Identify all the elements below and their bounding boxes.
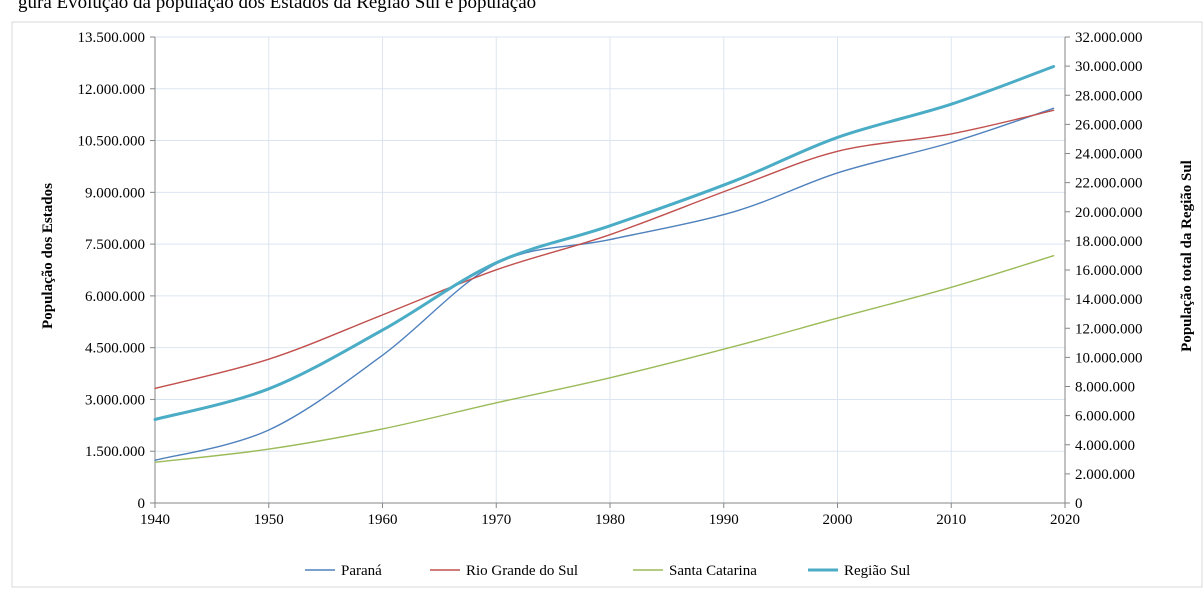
y-axis-ticks: 0 1.500.000 3.000.000 4.500.000 6.000.000 7.5… (78, 30, 146, 512)
x-tick-label: 1980 (595, 512, 625, 528)
y2-axis-label: População total da Região Sul (1179, 160, 1195, 352)
x-tick-label: 2000 (823, 512, 853, 528)
series-line-santa-catarina (154, 255, 1055, 463)
y-tick-label: 0 (138, 496, 146, 512)
series-line-parana (154, 107, 1055, 461)
y-axis-label: População dos Estados (40, 183, 56, 329)
axes (150, 36, 1070, 508)
y2-tick-label: 20.000.000 (1075, 205, 1143, 221)
y2-tick-label: 12.000.000 (1075, 321, 1143, 337)
x-tick-label: 1970 (481, 512, 511, 528)
y2-tick-label: 22.000.000 (1075, 176, 1143, 192)
y2-axis-ticks: 0 2.000.000 4.000.000 6.000.000 8.000.000 10.… (1075, 30, 1143, 512)
legend-label-parana: Paraná (341, 563, 382, 579)
gridlines (154, 36, 1066, 504)
series-line-regiao-sul (153, 65, 1056, 421)
legend-label-regiao-sul: Região Sul (844, 563, 910, 579)
y2-tick-label: 6.000.000 (1075, 409, 1135, 425)
series-line-rio-grande-do-sul (154, 109, 1055, 390)
series-lines (153, 65, 1056, 463)
y-tick-label: 7.500.000 (85, 237, 145, 253)
legend-label-rio-grande-do-sul: Rio Grande do Sul (466, 563, 578, 579)
y2-tick-label: 18.000.000 (1075, 234, 1143, 250)
legend-label-santa-catarina: Santa Catarina (669, 563, 757, 579)
y2-tick-label: 26.000.000 (1075, 117, 1143, 133)
y2-tick-label: 10.000.000 (1075, 350, 1143, 366)
x-tick-label: 1940 (140, 512, 170, 528)
y2-tick-label: 32.000.000 (1075, 30, 1143, 46)
figure-caption: gura Evolução da população dos Estados d… (18, 0, 536, 13)
y2-tick-label: 14.000.000 (1075, 292, 1143, 308)
y2-tick-label: 24.000.000 (1075, 147, 1143, 163)
y2-tick-label: 8.000.000 (1075, 380, 1135, 396)
legend: Paraná Rio Grande do Sul Santa Catarina Reg… (305, 563, 910, 579)
y-tick-label: 3.000.000 (85, 392, 145, 408)
y-tick-label: 1.500.000 (85, 444, 145, 460)
chart-area-border (11, 21, 1203, 588)
y2-tick-label: 16.000.000 (1075, 263, 1143, 279)
y2-tick-label: 4.000.000 (1075, 438, 1135, 454)
y-tick-label: 9.000.000 (85, 185, 145, 201)
y-tick-label: 4.500.000 (85, 341, 145, 357)
y-tick-label: 10.500.000 (78, 134, 146, 150)
x-tick-label: 2020 (1050, 512, 1080, 528)
y2-tick-label: 0 (1075, 496, 1083, 512)
y2-tick-label: 28.000.000 (1075, 88, 1143, 104)
y2-tick-label: 30.000.000 (1075, 59, 1143, 75)
y2-tick-label: 2.000.000 (1075, 467, 1135, 483)
x-tick-label: 2010 (936, 512, 966, 528)
x-tick-label: 1950 (254, 512, 284, 528)
y-tick-label: 13.500.000 (78, 30, 146, 46)
y-tick-label: 12.000.000 (78, 82, 146, 98)
x-axis-ticks: 1940 1950 1960 1970 1980 1990 2000 2010 2020 (140, 512, 1080, 528)
y-tick-label: 6.000.000 (85, 289, 145, 305)
x-tick-label: 1960 (368, 512, 398, 528)
x-tick-label: 1990 (709, 512, 739, 528)
